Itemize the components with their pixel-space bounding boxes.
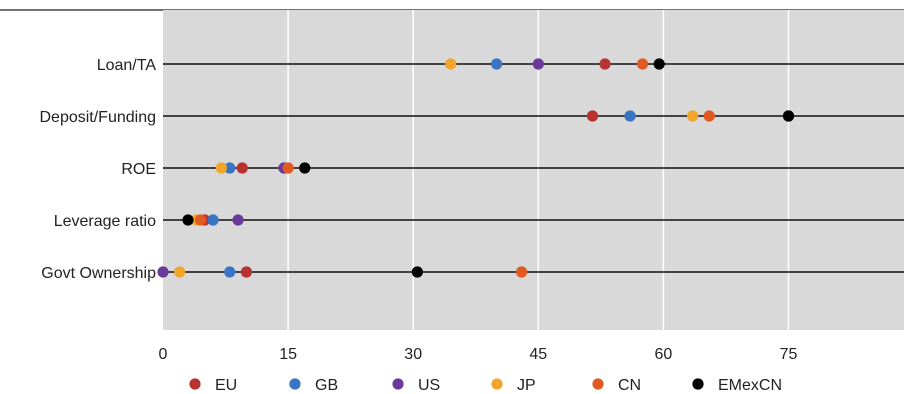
x-tick-label-0: 0 <box>159 346 168 363</box>
point-cn-2 <box>282 162 294 174</box>
x-tick-label-45: 45 <box>529 346 547 363</box>
point-jp-2 <box>215 162 227 174</box>
legend-marker-jp <box>491 378 503 390</box>
plot-area <box>163 10 904 330</box>
point-gb-4 <box>224 266 236 278</box>
category-label-2: ROE <box>121 161 156 178</box>
legend-label-eu: EU <box>215 377 237 394</box>
category-label-3: Leverage ratio <box>54 213 156 230</box>
point-emexcn-0 <box>653 58 665 70</box>
legend-marker-gb <box>289 378 301 390</box>
x-tick-label-75: 75 <box>780 346 798 363</box>
point-jp-4 <box>174 266 186 278</box>
category-label-4: Govt Ownership <box>41 265 156 282</box>
point-cn-0 <box>636 58 649 70</box>
point-cn-1 <box>703 110 715 122</box>
point-eu-4 <box>240 266 252 278</box>
x-tick-label-60: 60 <box>655 346 673 363</box>
data-points <box>157 58 795 278</box>
legend-label-us: US <box>418 377 440 394</box>
category-rows: Loan/TA Deposit/Funding ROE Leverage ratio G… <box>39 57 904 282</box>
point-emexcn-3 <box>182 214 194 226</box>
legend-marker-emexcn <box>692 378 704 390</box>
legend-label-gb: GB <box>315 377 338 394</box>
point-jp-0 <box>445 58 457 70</box>
legend-marker-cn <box>592 378 604 390</box>
point-us-0 <box>532 58 544 70</box>
point-gb-2 <box>224 162 236 174</box>
point-emexcn-2 <box>299 162 311 174</box>
legend-label-jp: JP <box>517 377 536 394</box>
x-tick-label-15: 15 <box>279 346 297 363</box>
category-label-1: Deposit/Funding <box>39 109 156 126</box>
point-us-3 <box>232 214 244 226</box>
point-cn-4 <box>516 266 528 278</box>
point-jp-1 <box>686 110 699 122</box>
legend: EU GB US JP CN EMexCN <box>189 377 782 394</box>
point-eu-0 <box>599 58 611 70</box>
legend-marker-eu <box>189 378 201 390</box>
x-tick-label-30: 30 <box>404 346 422 363</box>
legend-marker-us <box>392 378 404 390</box>
point-eu-2 <box>236 162 248 174</box>
point-gb-1 <box>624 110 636 122</box>
category-label-0: Loan/TA <box>97 57 157 74</box>
point-emexcn-1 <box>782 110 795 122</box>
x-axis-tick-labels: 0 15 30 45 60 75 <box>159 346 798 363</box>
point-emexcn-4 <box>411 266 423 278</box>
point-eu-1 <box>586 110 599 122</box>
legend-label-emexcn: EMexCN <box>718 377 782 394</box>
point-us-4 <box>157 266 169 278</box>
point-gb-0 <box>491 58 503 70</box>
point-gb-3 <box>207 214 219 226</box>
point-cn-3 <box>194 214 207 226</box>
legend-label-cn: CN <box>618 377 641 394</box>
